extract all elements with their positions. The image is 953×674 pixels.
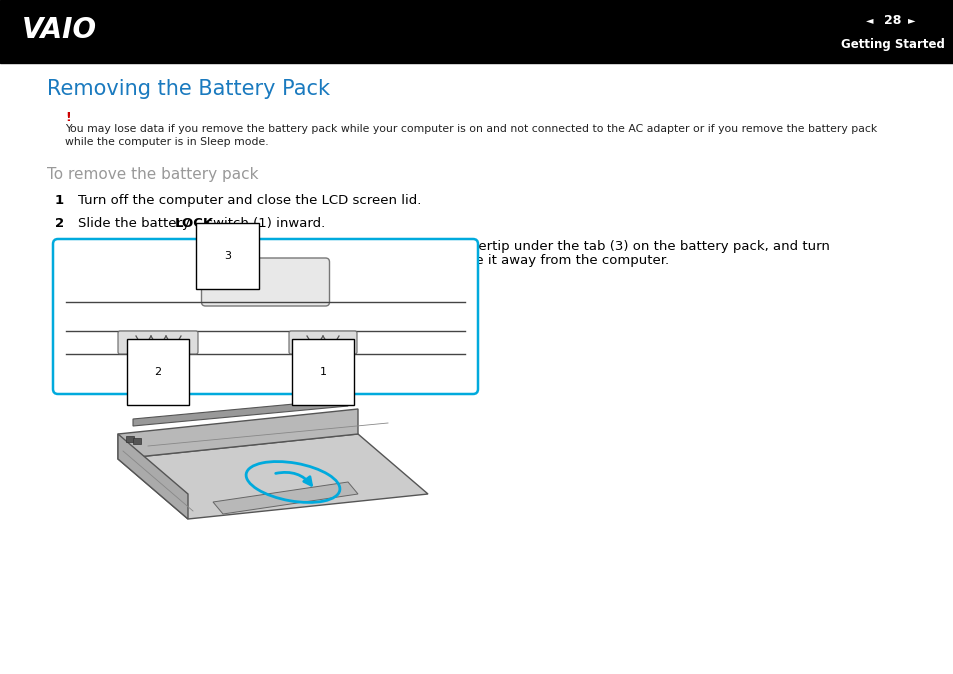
Text: Getting Started: Getting Started <box>841 38 944 51</box>
Text: ►: ► <box>907 15 915 25</box>
Text: 1: 1 <box>319 367 326 377</box>
Polygon shape <box>118 434 428 519</box>
FancyBboxPatch shape <box>118 331 198 354</box>
Text: RELEASE: RELEASE <box>142 356 173 362</box>
Text: VAIO: VAIO <box>22 16 97 44</box>
Bar <box>126 436 133 442</box>
Bar <box>132 438 141 444</box>
Text: ◄: ◄ <box>865 15 873 25</box>
Polygon shape <box>118 434 188 519</box>
Text: Slide the battery: Slide the battery <box>78 217 193 230</box>
FancyBboxPatch shape <box>201 258 329 306</box>
Text: LOCK: LOCK <box>323 356 342 362</box>
Text: RELEASE: RELEASE <box>219 240 285 253</box>
Text: switch (1) inward.: switch (1) inward. <box>202 217 325 230</box>
Text: LOCK: LOCK <box>174 217 213 230</box>
Text: Removing the Battery Pack: Removing the Battery Pack <box>47 79 330 99</box>
Bar <box>0 0 953 63</box>
Text: You may lose data if you remove the battery pack while your computer is on and n: You may lose data if you remove the batt… <box>65 124 877 134</box>
Text: 2: 2 <box>55 217 64 230</box>
Text: 3: 3 <box>224 251 231 261</box>
Text: Turn off the computer and close the LCD screen lid.: Turn off the computer and close the LCD … <box>78 194 421 207</box>
Text: latch (2) inward, hook your fingertip under the tab (3) on the battery pack, and: latch (2) inward, hook your fingertip un… <box>264 240 829 253</box>
Text: To remove the battery pack: To remove the battery pack <box>47 167 258 182</box>
Text: 1: 1 <box>55 194 64 207</box>
Text: the battery pack in the direction of the arrow, and then slide it away from the : the battery pack in the direction of the… <box>78 254 668 267</box>
Text: 2: 2 <box>154 367 161 377</box>
Text: while the computer is in Sleep mode.: while the computer is in Sleep mode. <box>65 137 269 147</box>
FancyBboxPatch shape <box>53 239 477 394</box>
Text: 28: 28 <box>883 13 901 27</box>
Polygon shape <box>132 399 348 426</box>
Polygon shape <box>213 482 357 514</box>
Polygon shape <box>118 409 357 459</box>
Text: Slide and hold the battery: Slide and hold the battery <box>78 240 256 253</box>
FancyBboxPatch shape <box>289 331 356 354</box>
Text: !: ! <box>65 111 71 124</box>
Text: 3: 3 <box>55 240 64 253</box>
